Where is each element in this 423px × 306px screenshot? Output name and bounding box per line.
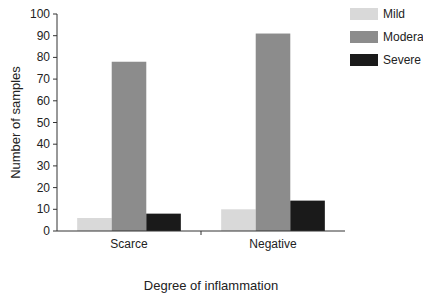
y-tick	[53, 209, 57, 210]
y-tick-label: 60	[37, 94, 51, 108]
legend-swatch	[350, 31, 378, 43]
y-tick	[53, 35, 57, 36]
legend-label: Mild	[383, 7, 405, 21]
chart-svg: 0 10 20 30 40 50 60 70 80 90 100 Scarce Negative Degr…	[0, 0, 423, 306]
bar	[77, 218, 112, 231]
y-tick-label: 90	[37, 29, 51, 43]
y-tick	[53, 57, 57, 58]
bar	[112, 62, 147, 231]
x-axis-title: Degree of inflammation	[144, 278, 278, 293]
bar	[256, 34, 291, 231]
y-tick-label: 100	[30, 7, 50, 21]
y-tick-label: 0	[43, 224, 50, 238]
y-tick-label: 30	[37, 159, 51, 173]
legend: Mild Moderate Severe	[350, 7, 423, 67]
y-tick	[53, 79, 57, 80]
y-tick-label: 10	[37, 202, 51, 216]
y-tick-label: 50	[37, 116, 51, 130]
axes: 0 10 20 30 40 50 60 70 80 90 100 Scarce Negative	[30, 7, 345, 251]
y-tick-label: 20	[37, 181, 51, 195]
y-axis-title: Number of samples	[8, 66, 23, 179]
y-tick-label: 70	[37, 72, 51, 86]
y-tick	[53, 231, 57, 232]
x-tick-label: Scarce	[110, 237, 148, 251]
y-tick	[53, 165, 57, 166]
y-tick	[53, 100, 57, 101]
y-tick	[53, 187, 57, 188]
chart-container: 0 10 20 30 40 50 60 70 80 90 100 Scarce Negative Degr…	[0, 0, 423, 306]
bars	[77, 34, 325, 231]
y-tick-label: 80	[37, 50, 51, 64]
bar	[146, 214, 181, 231]
y-tick	[53, 144, 57, 145]
y-tick	[53, 122, 57, 123]
y-tick	[53, 14, 57, 15]
legend-swatch	[350, 54, 378, 66]
bar	[290, 201, 325, 231]
x-separator	[201, 231, 202, 235]
legend-label: Moderate	[383, 30, 423, 44]
x-tick-label: Negative	[249, 237, 297, 251]
y-tick-label: 40	[37, 137, 51, 151]
legend-swatch	[350, 8, 378, 20]
bar	[221, 209, 256, 231]
legend-label: Severe	[383, 53, 421, 67]
